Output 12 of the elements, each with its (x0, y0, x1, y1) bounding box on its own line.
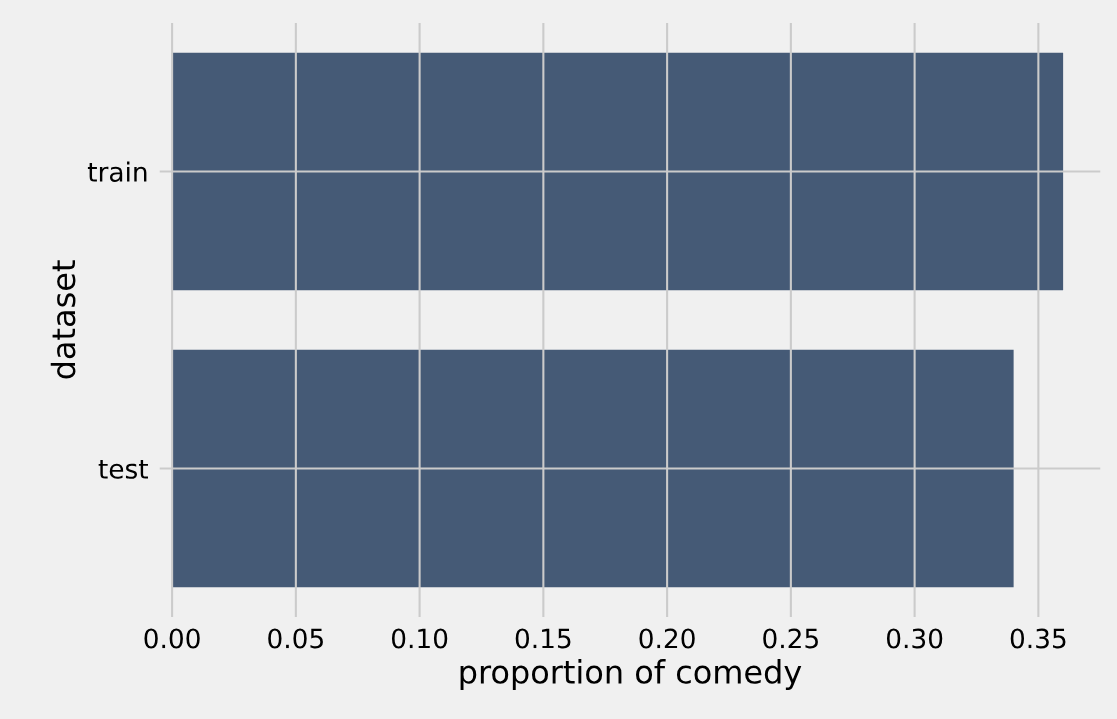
x-tick-label: 0.10 (391, 628, 448, 649)
x-tick-label: 0.35 (1010, 628, 1066, 649)
x-tick-label: 0.05 (268, 628, 323, 649)
x-tick-label: 0.00 (144, 628, 200, 649)
x-tick-label: 0.30 (886, 628, 943, 649)
y-axis-title: dataset (50, 260, 76, 379)
x-tick-label: 0.15 (515, 628, 571, 649)
x-tick-label: 0.20 (639, 628, 695, 649)
y-tick-label: train (87, 161, 147, 182)
x-tick-label: 0.25 (763, 628, 818, 649)
y-tick-label: test (98, 459, 148, 479)
x-axis-title: proportion of comedy (460, 659, 802, 691)
